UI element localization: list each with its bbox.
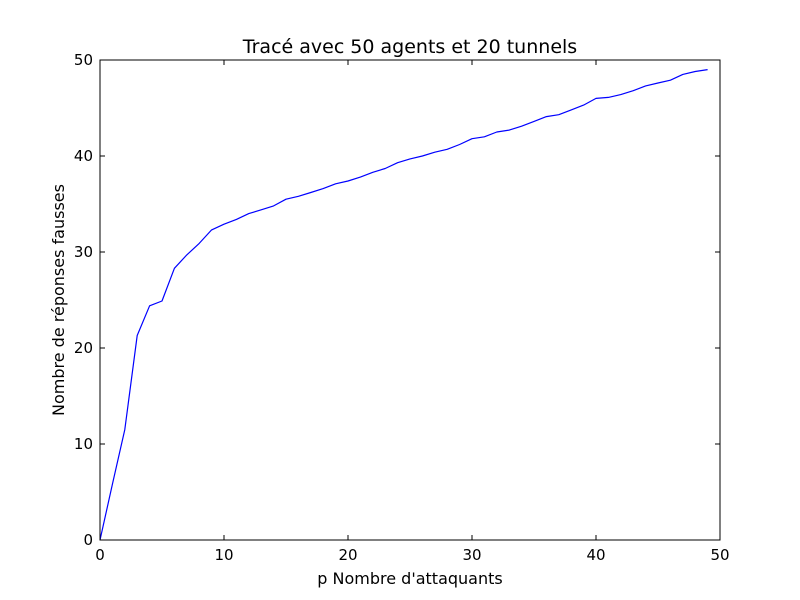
data-point: [546, 116, 547, 117]
data-point: [112, 484, 113, 485]
data-point: [484, 136, 485, 137]
data-point: [360, 177, 361, 178]
data-point: [558, 114, 559, 115]
data-point: [211, 229, 212, 230]
series-layer: [99, 69, 708, 541]
data-point: [595, 98, 596, 99]
x-tick-label: 30: [462, 546, 481, 564]
data-point: [174, 268, 175, 269]
data-point: [670, 80, 671, 81]
chart-title: Tracé avec 50 agents et 20 tunnels: [242, 36, 577, 58]
data-point: [186, 254, 187, 255]
data-point: [645, 85, 646, 86]
y-tick-label: 10: [74, 435, 93, 453]
plot-area: [100, 60, 720, 540]
data-point: [397, 162, 398, 163]
data-point: [447, 149, 448, 150]
y-tick-label: 50: [74, 51, 93, 69]
y-tick-label: 20: [74, 339, 93, 357]
data-point: [496, 131, 497, 132]
data-point: [583, 105, 584, 106]
data-point: [248, 213, 249, 214]
x-tick-label: 40: [586, 546, 605, 564]
data-point: [422, 155, 423, 156]
data-point: [149, 305, 150, 306]
x-tick-label: 20: [338, 546, 357, 564]
data-point: [533, 121, 534, 122]
data-point: [707, 69, 708, 70]
data-point: [261, 209, 262, 210]
data-point: [409, 158, 410, 159]
series-line: [99, 69, 708, 541]
data-point: [682, 74, 683, 75]
data-point: [471, 138, 472, 139]
x-axis-label: p Nombre d'attaquants: [317, 569, 502, 588]
x-tick-label: 0: [95, 546, 105, 564]
data-point: [161, 300, 162, 301]
plot-frame: [99, 59, 721, 541]
data-point: [633, 90, 634, 91]
data-point: [285, 199, 286, 200]
data-point: [372, 172, 373, 173]
data-point: [310, 192, 311, 193]
y-axis-label: Nombre de réponses fausses: [49, 184, 68, 416]
data-point: [509, 129, 510, 130]
y-tick-label: 40: [74, 147, 93, 165]
data-point: [199, 243, 200, 244]
data-point: [385, 168, 386, 169]
data-point: [236, 219, 237, 220]
x-tick-label: 10: [214, 546, 233, 564]
data-point: [298, 196, 299, 197]
data-point: [620, 94, 621, 95]
data-point: [695, 71, 696, 72]
x-tick-label: 50: [710, 546, 729, 564]
data-point: [223, 224, 224, 225]
y-tick-label: 0: [83, 531, 93, 549]
data-point: [521, 126, 522, 127]
data-point: [571, 109, 572, 110]
data-point: [608, 97, 609, 98]
data-point: [459, 144, 460, 145]
data-point: [434, 152, 435, 153]
data-point: [335, 183, 336, 184]
data-point: [124, 429, 125, 430]
data-point: [273, 205, 274, 206]
data-point: [657, 82, 658, 83]
data-point: [347, 180, 348, 181]
y-tick-label: 30: [74, 243, 93, 261]
data-point: [323, 188, 324, 189]
data-point: [137, 335, 138, 336]
